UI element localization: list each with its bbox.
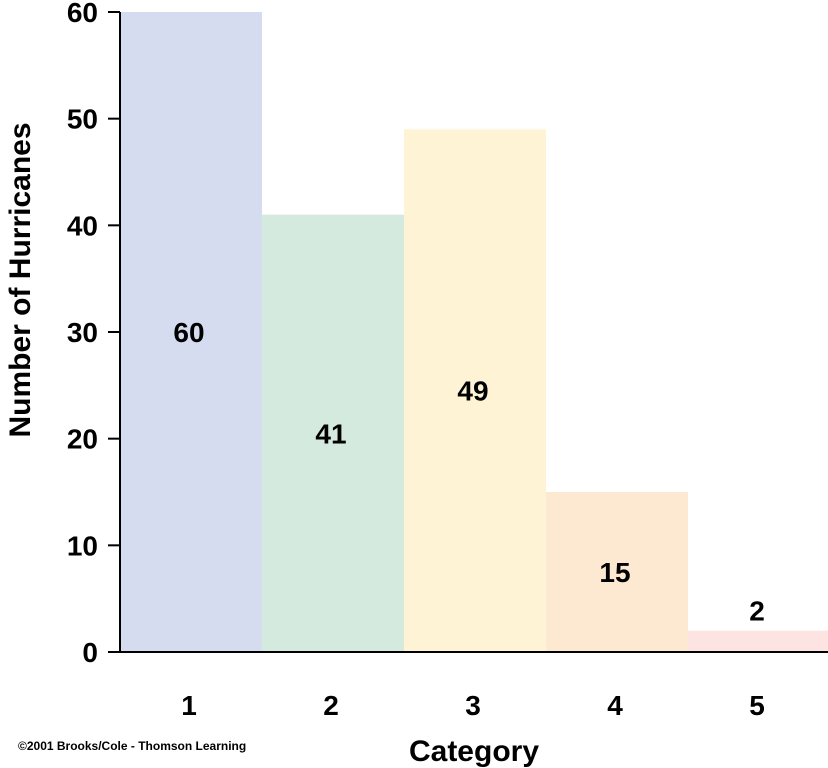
bars-layer bbox=[120, 12, 828, 653]
x-tick-label-1: 1 bbox=[181, 690, 197, 721]
bar-category-3 bbox=[404, 129, 546, 653]
x-ticks-layer: 1 2 3 4 5 bbox=[181, 690, 765, 721]
data-label-category-2: 41 bbox=[315, 418, 346, 449]
x-tick-label-4: 4 bbox=[607, 690, 623, 721]
copyright-credit: ©2001 Brooks/Cole - Thomson Learning bbox=[18, 739, 246, 753]
y-tick-label-20: 20 bbox=[67, 424, 98, 455]
y-tick-label-60: 60 bbox=[67, 0, 98, 28]
y-tick-label-50: 50 bbox=[67, 104, 98, 135]
bar-category-5 bbox=[688, 630, 828, 652]
x-tick-label-5: 5 bbox=[749, 690, 765, 721]
data-label-category-4: 15 bbox=[599, 557, 630, 588]
data-label-category-5: 2 bbox=[749, 596, 765, 627]
y-tick-label-0: 0 bbox=[82, 637, 98, 668]
y-ticks-layer: 0 10 20 30 40 50 60 bbox=[67, 0, 120, 668]
data-label-category-3: 49 bbox=[457, 376, 488, 407]
bar-category-1 bbox=[120, 12, 262, 652]
x-axis-title: Category bbox=[409, 735, 539, 768]
x-tick-label-3: 3 bbox=[465, 690, 481, 721]
bar-category-2 bbox=[262, 214, 404, 652]
data-labels-layer: 60 41 49 15 2 bbox=[173, 317, 764, 627]
y-tick-label-40: 40 bbox=[67, 210, 98, 241]
x-tick-label-2: 2 bbox=[323, 690, 339, 721]
y-tick-label-10: 10 bbox=[67, 530, 98, 561]
data-label-category-1: 60 bbox=[173, 317, 204, 348]
y-axis-title: Number of Hurricanes bbox=[4, 122, 37, 437]
y-tick-label-30: 30 bbox=[67, 317, 98, 348]
bar-category-4 bbox=[546, 492, 688, 652]
